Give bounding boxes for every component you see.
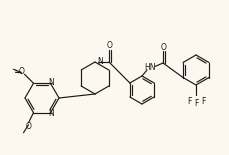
Text: O: O <box>107 42 113 51</box>
Text: O: O <box>19 67 25 76</box>
Text: F: F <box>187 97 191 106</box>
Text: N: N <box>49 109 54 118</box>
Text: O: O <box>161 42 166 51</box>
Text: O: O <box>26 122 31 131</box>
Text: F: F <box>194 98 198 108</box>
Text: N: N <box>97 58 103 66</box>
Text: HN: HN <box>144 64 156 73</box>
Text: N: N <box>49 78 54 87</box>
Text: F: F <box>201 97 205 106</box>
